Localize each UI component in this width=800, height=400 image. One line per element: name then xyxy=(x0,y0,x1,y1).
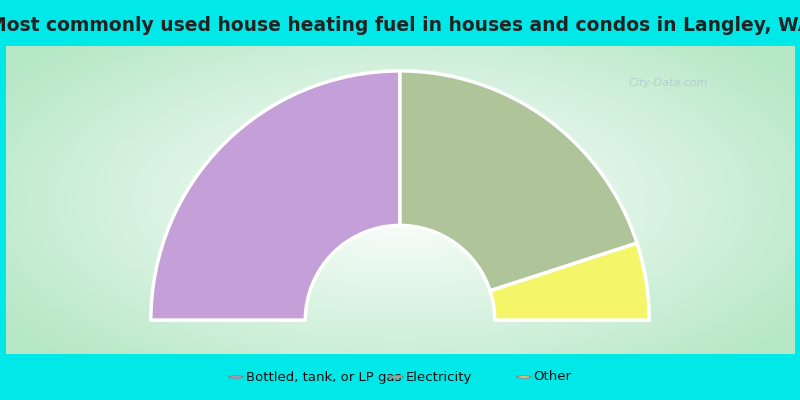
Text: Most commonly used house heating fuel in houses and condos in Langley, WA: Most commonly used house heating fuel in… xyxy=(0,16,800,35)
Wedge shape xyxy=(400,71,637,291)
Ellipse shape xyxy=(229,376,243,378)
Ellipse shape xyxy=(389,376,403,378)
Text: City-Data.com: City-Data.com xyxy=(629,78,708,88)
Text: Bottled, tank, or LP gas: Bottled, tank, or LP gas xyxy=(246,370,401,384)
Wedge shape xyxy=(490,243,649,320)
Ellipse shape xyxy=(517,376,531,378)
Text: Electricity: Electricity xyxy=(406,370,472,384)
Text: Other: Other xyxy=(534,370,571,384)
Wedge shape xyxy=(151,71,400,320)
